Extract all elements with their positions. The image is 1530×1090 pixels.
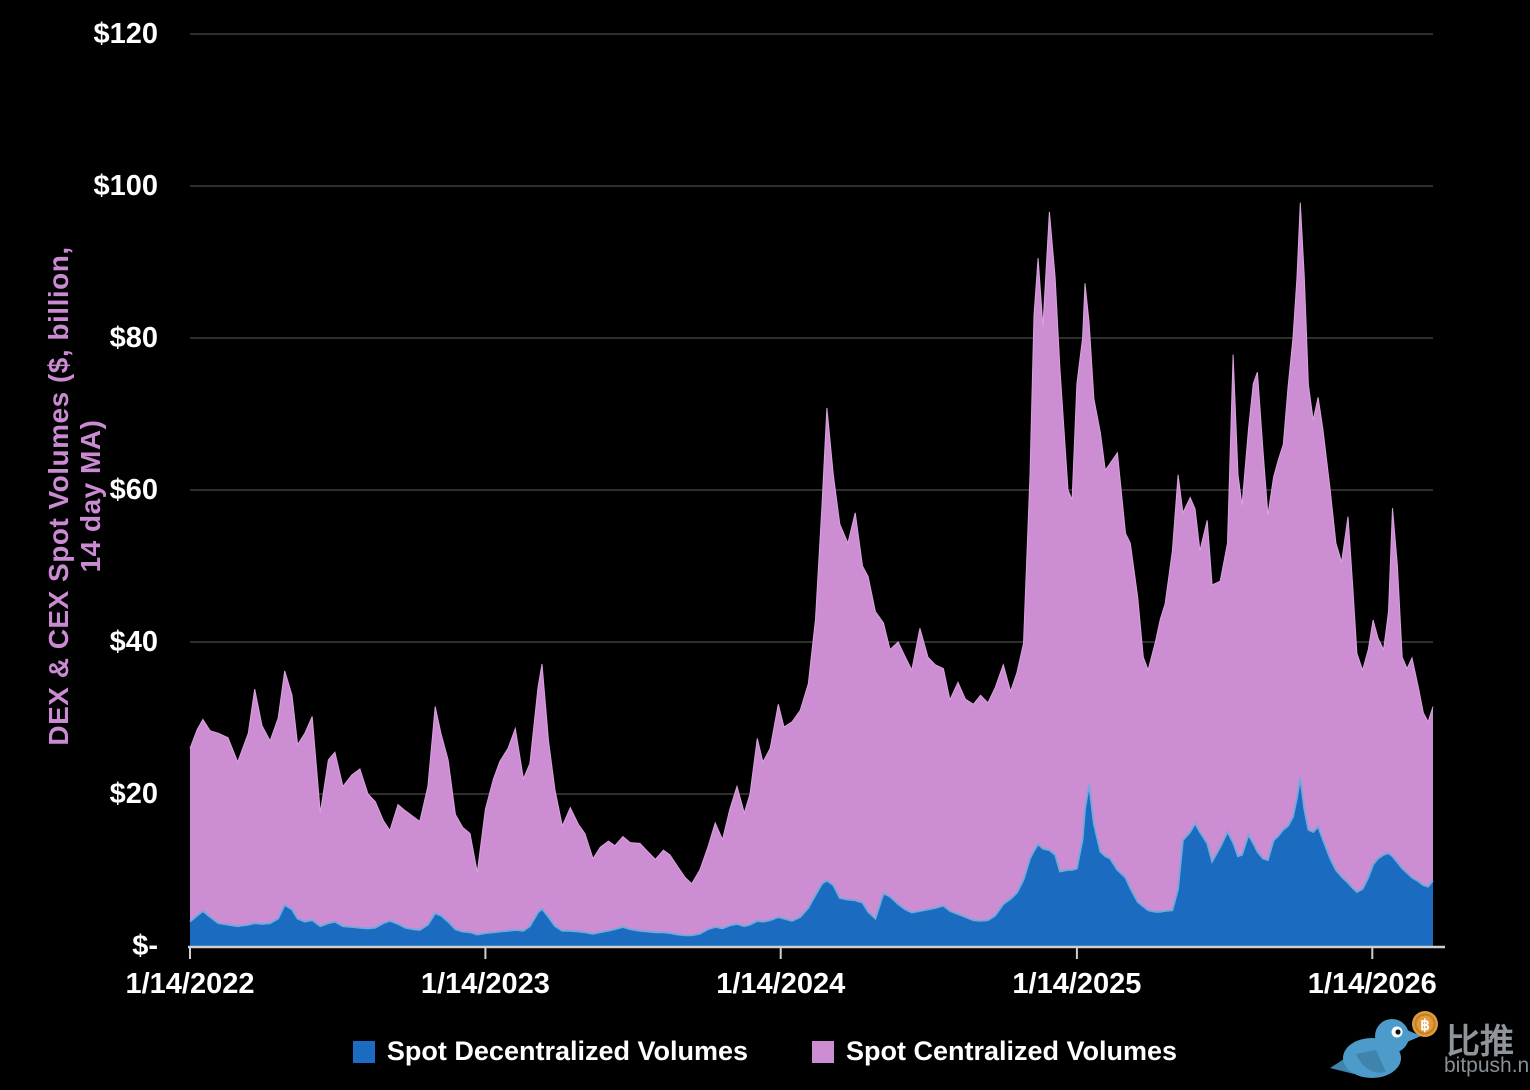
dex-area-edge [189, 777, 1434, 937]
legend-item-cex: Spot Centralized Volumes [812, 1036, 1177, 1067]
y-tick-label: $- [132, 930, 158, 962]
dex-legend-swatch-icon [352, 1040, 375, 1063]
watermark-domain-text: bitpush.news [1444, 1054, 1530, 1077]
x-tick-label: 1/14/2023 [420, 968, 550, 1000]
legend-item-dex: Spot Decentralized Volumes [352, 1036, 749, 1067]
cex-legend-label: Spot Centralized Volumes [846, 1036, 1178, 1066]
x-tick-label: 1/14/2026 [1307, 968, 1437, 1000]
cex-area-series [190, 202, 1433, 936]
dex-legend-label: Spot Decentralized Volumes [386, 1036, 749, 1066]
dex-area-series [190, 778, 1433, 946]
y-tick-label: $20 [109, 778, 158, 810]
svg-text:฿: ฿ [1420, 1017, 1430, 1034]
y-tick-label: $60 [109, 474, 158, 506]
cex-area-edge [189, 202, 1434, 885]
y-tick-label: $80 [109, 322, 158, 354]
cex-legend-swatch-icon [812, 1040, 835, 1063]
x-tick-label: 1/14/2025 [1012, 968, 1142, 1000]
y-tick-label: $40 [109, 626, 158, 658]
bitpush-watermark: ฿ 比推 bitpush.news [1328, 1006, 1530, 1090]
y-tick-label: $120 [93, 18, 158, 50]
y-tick-label: $100 [93, 170, 158, 202]
x-tick-label: 1/14/2022 [125, 968, 255, 1000]
watermark-cjk-text: 比推 [1446, 1023, 1514, 1061]
bitpush-bird-icon: ฿ [1330, 1011, 1438, 1078]
legend: Spot Decentralized Volumes Spot Centrali… [0, 1036, 1530, 1067]
x-tick-label: 1/14/2024 [716, 968, 846, 1000]
